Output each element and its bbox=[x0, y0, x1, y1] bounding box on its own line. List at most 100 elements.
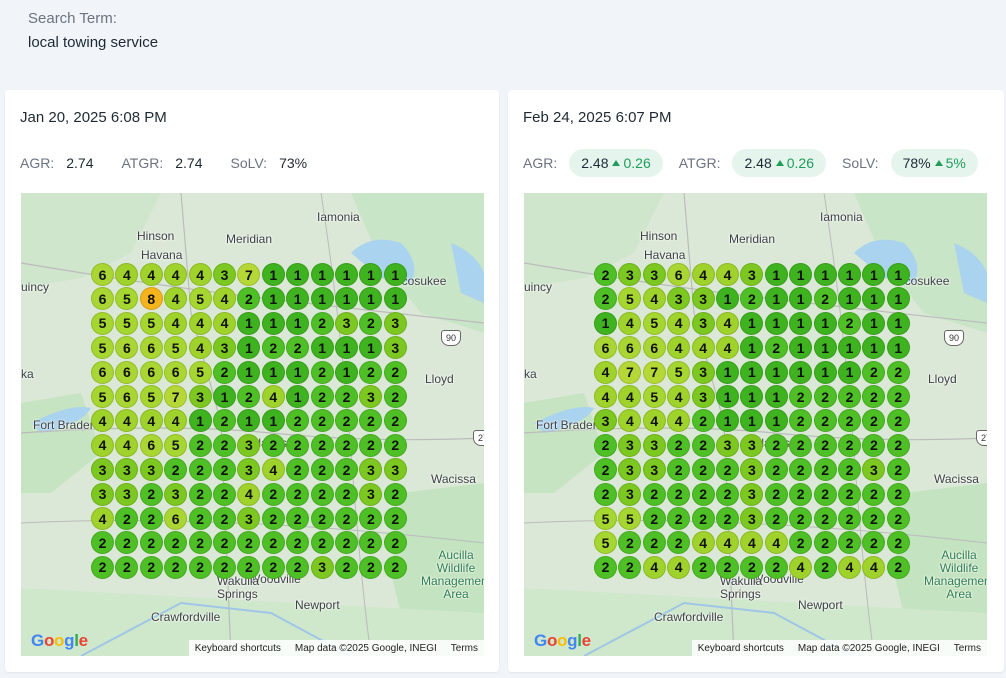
rank-pin[interactable]: 3 bbox=[139, 458, 163, 482]
rank-pin[interactable]: 2 bbox=[261, 433, 285, 457]
rank-pin[interactable]: 3 bbox=[188, 385, 212, 408]
rank-pin[interactable]: 6 bbox=[91, 360, 114, 384]
rank-pin[interactable]: 2 bbox=[335, 433, 358, 457]
rank-pin[interactable]: 2 bbox=[213, 458, 236, 482]
rank-pin[interactable]: 2 bbox=[310, 458, 334, 482]
rank-pin[interactable]: 4 bbox=[91, 507, 114, 530]
rank-pin[interactable]: 2 bbox=[594, 482, 617, 506]
rank-pin[interactable]: 3 bbox=[642, 263, 666, 286]
rank-pin[interactable]: 2 bbox=[335, 409, 358, 433]
rank-pin[interactable]: 1 bbox=[740, 409, 764, 433]
rank-pin[interactable]: 6 bbox=[667, 263, 691, 286]
rank-pin[interactable]: 1 bbox=[213, 385, 236, 408]
rank-pin[interactable]: 2 bbox=[286, 458, 310, 482]
rank-pin[interactable]: 5 bbox=[642, 385, 666, 408]
rank-pin[interactable]: 2 bbox=[115, 507, 139, 530]
rank-pin[interactable]: 6 bbox=[618, 336, 642, 360]
rank-pin[interactable]: 2 bbox=[237, 555, 261, 579]
terms-link[interactable]: Terms bbox=[953, 642, 981, 654]
rank-pin[interactable]: 1 bbox=[740, 385, 764, 408]
rank-pin[interactable]: 7 bbox=[237, 263, 261, 286]
rank-pin[interactable]: 4 bbox=[740, 531, 764, 555]
rank-pin[interactable]: 3 bbox=[237, 458, 261, 482]
keyboard-shortcuts-link[interactable]: Keyboard shortcuts bbox=[194, 642, 281, 654]
rank-pin[interactable]: 1 bbox=[764, 385, 788, 408]
rank-pin[interactable]: 2 bbox=[383, 507, 407, 530]
rank-pin[interactable]: 3 bbox=[594, 409, 617, 433]
rank-pin[interactable]: 4 bbox=[594, 360, 617, 384]
rank-pin[interactable]: 2 bbox=[789, 482, 813, 506]
rank-pin[interactable]: 2 bbox=[789, 507, 813, 530]
rank-pin[interactable]: 1 bbox=[237, 360, 261, 384]
rank-pin[interactable]: 7 bbox=[164, 385, 188, 408]
rank-pin[interactable]: 6 bbox=[91, 287, 114, 311]
rank-pin[interactable]: 2 bbox=[789, 433, 813, 457]
rank-pin[interactable]: 2 bbox=[310, 433, 334, 457]
rank-pin[interactable]: 1 bbox=[310, 336, 334, 360]
rank-pin[interactable]: 2 bbox=[691, 458, 715, 482]
rank-pin[interactable]: 1 bbox=[886, 336, 910, 360]
rank-pin[interactable]: 2 bbox=[310, 482, 334, 506]
rank-pin[interactable]: 2 bbox=[261, 507, 285, 530]
rank-pin[interactable]: 2 bbox=[310, 385, 334, 408]
rank-pin[interactable]: 3 bbox=[237, 507, 261, 530]
rank-pin[interactable]: 6 bbox=[139, 433, 163, 457]
map-view[interactable]: Iamonia Hinson Havana Meridian iccosukee uinc… bbox=[21, 193, 484, 656]
rank-pin[interactable]: 5 bbox=[667, 360, 691, 384]
rank-pin[interactable]: 1 bbox=[237, 409, 261, 433]
rank-pin[interactable]: 2 bbox=[716, 507, 739, 530]
rank-pin[interactable]: 2 bbox=[838, 409, 861, 433]
rank-pin[interactable]: 2 bbox=[716, 458, 739, 482]
rank-pin[interactable]: 2 bbox=[642, 507, 666, 530]
rank-pin[interactable]: 5 bbox=[188, 287, 212, 311]
rank-pin[interactable]: 2 bbox=[764, 482, 788, 506]
rank-pin[interactable]: 5 bbox=[115, 311, 139, 335]
rank-pin[interactable]: 1 bbox=[286, 360, 310, 384]
rank-pin[interactable]: 5 bbox=[594, 531, 617, 555]
rank-pin[interactable]: 2 bbox=[594, 287, 617, 311]
rank-pin[interactable]: 1 bbox=[838, 263, 861, 286]
rank-pin[interactable]: 4 bbox=[691, 336, 715, 360]
rank-pin[interactable]: 2 bbox=[188, 482, 212, 506]
rank-pin[interactable]: 2 bbox=[813, 482, 837, 506]
rank-pin[interactable]: 2 bbox=[594, 263, 617, 286]
rank-pin[interactable]: 1 bbox=[789, 360, 813, 384]
rank-pin[interactable]: 5 bbox=[115, 287, 139, 311]
rank-pin[interactable]: 4 bbox=[261, 385, 285, 408]
rank-pin[interactable]: 2 bbox=[261, 555, 285, 579]
rank-pin[interactable]: 1 bbox=[886, 311, 910, 335]
rank-pin[interactable]: 1 bbox=[310, 287, 334, 311]
rank-pin[interactable]: 2 bbox=[383, 385, 407, 408]
rank-pin[interactable]: 2 bbox=[91, 531, 114, 555]
rank-pin[interactable]: 2 bbox=[188, 555, 212, 579]
rank-pin[interactable]: 4 bbox=[594, 385, 617, 408]
rank-pin[interactable]: 3 bbox=[164, 482, 188, 506]
rank-pin[interactable]: 2 bbox=[789, 458, 813, 482]
rank-pin[interactable]: 2 bbox=[91, 555, 114, 579]
rank-pin[interactable]: 4 bbox=[164, 311, 188, 335]
terms-link[interactable]: Terms bbox=[450, 642, 478, 654]
rank-pin[interactable]: 3 bbox=[91, 458, 114, 482]
rank-pin[interactable]: 2 bbox=[359, 507, 383, 530]
rank-pin[interactable]: 6 bbox=[115, 360, 139, 384]
rank-pin[interactable]: 2 bbox=[335, 507, 358, 530]
rank-pin[interactable]: 2 bbox=[383, 433, 407, 457]
rank-pin[interactable]: 2 bbox=[213, 482, 236, 506]
rank-pin[interactable]: 2 bbox=[594, 458, 617, 482]
rank-pin[interactable]: 4 bbox=[164, 263, 188, 286]
rank-pin[interactable]: 2 bbox=[862, 482, 886, 506]
rank-pin[interactable]: 2 bbox=[115, 555, 139, 579]
rank-pin[interactable]: 2 bbox=[286, 555, 310, 579]
rank-pin[interactable]: 3 bbox=[691, 385, 715, 408]
rank-pin[interactable]: 4 bbox=[618, 311, 642, 335]
rank-pin[interactable]: 1 bbox=[886, 263, 910, 286]
rank-pin[interactable]: 2 bbox=[618, 555, 642, 579]
rank-pin[interactable]: 5 bbox=[642, 311, 666, 335]
rank-pin[interactable]: 3 bbox=[618, 458, 642, 482]
rank-pin[interactable]: 2 bbox=[838, 433, 861, 457]
rank-pin[interactable]: 3 bbox=[91, 482, 114, 506]
rank-pin[interactable]: 2 bbox=[789, 531, 813, 555]
rank-pin[interactable]: 4 bbox=[237, 482, 261, 506]
rank-pin[interactable]: 2 bbox=[383, 409, 407, 433]
rank-pin[interactable]: 1 bbox=[838, 360, 861, 384]
